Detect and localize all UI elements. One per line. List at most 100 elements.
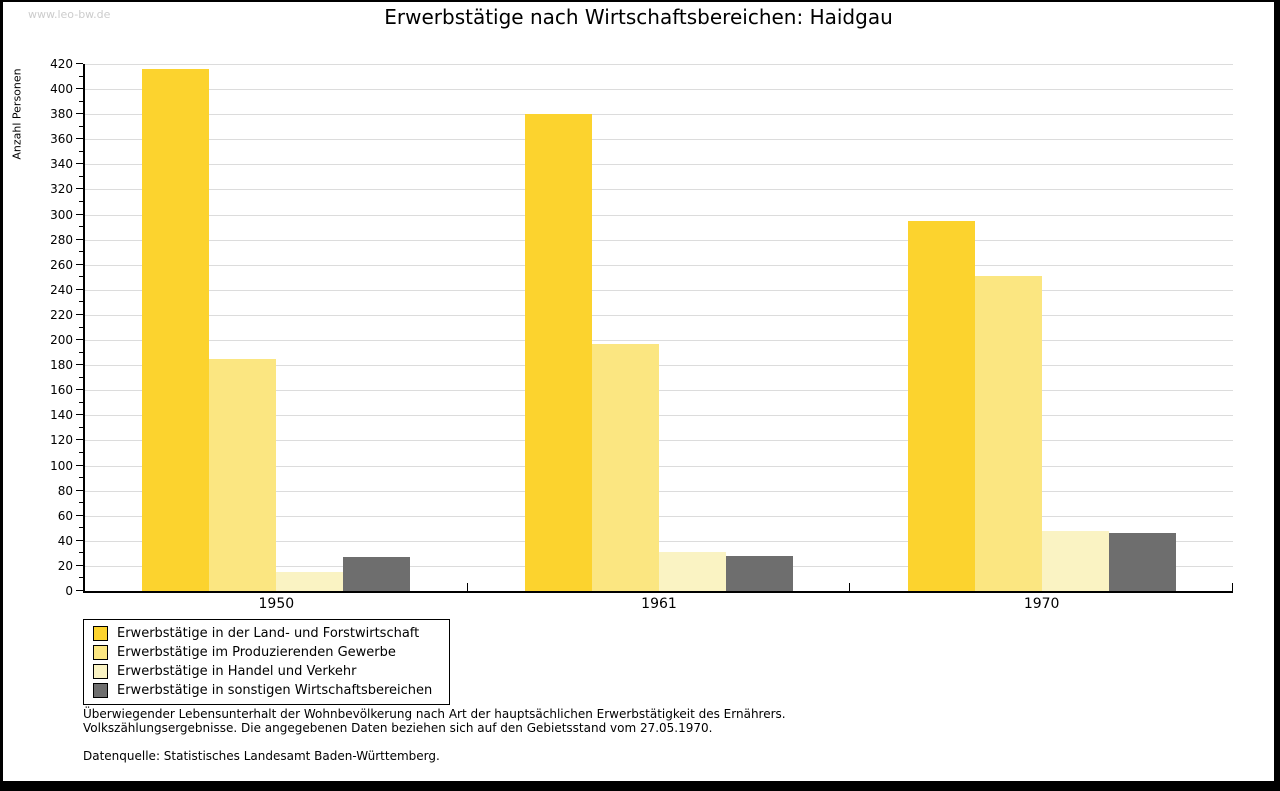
y-major-tick-180	[76, 364, 83, 366]
y-minor-tick-210	[79, 326, 83, 328]
y-tick-label-340: 340	[50, 157, 73, 172]
gridline-100	[85, 465, 1233, 467]
gridline-280	[85, 239, 1233, 241]
y-tick-label-120: 120	[50, 433, 73, 448]
y-minor-tick-270	[79, 251, 83, 253]
y-axis-title: Anzahl Personen	[10, 68, 24, 160]
y-major-tick-40	[76, 539, 83, 541]
y-minor-tick-350	[79, 150, 83, 152]
y-major-tick-360	[76, 138, 83, 140]
gridline-220	[85, 314, 1233, 316]
footnote-line-2: Volkszählungsergebnisse. Die angegebenen…	[83, 720, 713, 735]
y-tick-label-400: 400	[50, 82, 73, 97]
y-major-tick-260	[76, 263, 83, 265]
y-major-tick-300	[76, 213, 83, 215]
y-major-tick-100	[76, 464, 83, 466]
y-major-tick-0	[76, 590, 83, 591]
y-minor-tick-50	[79, 527, 83, 529]
y-major-tick-220	[76, 313, 83, 315]
bar-series2-1970	[974, 276, 1042, 591]
bar-series4-1970	[1108, 533, 1176, 591]
y-tick-label-100: 100	[50, 458, 73, 473]
y-tick-label-40: 40	[57, 533, 73, 548]
legend: Erwerbstätige in der Land- und Forstwirt…	[83, 619, 450, 705]
y-tick-label-160: 160	[50, 383, 73, 398]
bar-series4-1950	[343, 557, 411, 591]
bar-groups	[85, 64, 1233, 591]
bar-series1-1950	[142, 69, 210, 591]
gridline-60	[85, 515, 1233, 517]
y-minor-tick-90	[79, 477, 83, 479]
y-major-tick-160	[76, 389, 83, 391]
x-tick-label-1950: 1950	[258, 596, 295, 612]
bar-series3-1970	[1041, 530, 1109, 591]
y-major-tick-400	[76, 88, 83, 90]
x-separator-tick-2	[849, 583, 851, 591]
y-minor-tick-230	[79, 301, 83, 303]
x-separator-tick-3	[1232, 583, 1233, 591]
bar-series4-1961	[725, 555, 793, 591]
y-minor-tick-310	[79, 201, 83, 203]
y-minor-tick-170	[79, 376, 83, 378]
gridline-120	[85, 440, 1233, 442]
y-tick-label-200: 200	[50, 333, 73, 348]
x-separator-tick-1	[466, 583, 468, 591]
y-minor-tick-190	[79, 351, 83, 353]
x-tick-label-1970: 1970	[1023, 596, 1060, 612]
legend-item-produzierendes-gewerbe: Erwerbstätige im Produzierenden Gewerbe	[84, 643, 449, 662]
legend-label-handel-verkehr: Erwerbstätige in Handel und Verkehr	[117, 664, 357, 679]
y-tick-label-240: 240	[50, 282, 73, 297]
y-tick-label-320: 320	[50, 182, 73, 197]
footnote-description: Überwiegender Lebensunterhalt der Wohnbe…	[83, 707, 786, 735]
bar-series3-1961	[658, 552, 726, 591]
bar-group-1961	[468, 64, 851, 591]
legend-item-land-forstwirtschaft: Erwerbstätige in der Land- und Forstwirt…	[84, 624, 449, 643]
y-minor-tick-150	[79, 401, 83, 403]
y-minor-tick-250	[79, 276, 83, 278]
y-minor-tick-390	[79, 100, 83, 102]
x-axis-labels: 1950 1961 1970	[85, 596, 1233, 612]
gridline-80	[85, 490, 1233, 492]
gridline-360	[85, 139, 1233, 141]
gridline-380	[85, 114, 1233, 116]
bar-series1-1961	[524, 114, 592, 591]
gridline-240	[85, 289, 1233, 291]
bar-series3-1950	[276, 572, 344, 591]
y-tick-label-140: 140	[50, 408, 73, 423]
y-major-tick-340	[76, 163, 83, 165]
legend-label-land-forstwirtschaft: Erwerbstätige in der Land- und Forstwirt…	[117, 626, 420, 641]
plot-area: 0 20 40 60 80 100 120 140 160 180 200 220 240 260 280 3…	[50, 57, 1233, 598]
y-minor-tick-70	[79, 502, 83, 504]
legend-label-produzierendes-gewerbe: Erwerbstätige im Produzierenden Gewerbe	[117, 645, 396, 660]
y-minor-tick-410	[79, 75, 83, 77]
y-minor-tick-290	[79, 226, 83, 228]
gridline-400	[85, 89, 1233, 91]
bar-series2-1961	[591, 343, 659, 591]
gridline-320	[85, 189, 1233, 191]
y-major-tick-20	[76, 564, 83, 566]
y-tick-label-220: 220	[50, 307, 73, 322]
y-tick-label-300: 300	[50, 207, 73, 222]
y-tick-label-20: 20	[57, 558, 73, 573]
y-tick-label-60: 60	[57, 508, 73, 523]
y-major-tick-80	[76, 489, 83, 491]
gridline-340	[85, 164, 1233, 166]
legend-swatch-land-forstwirtschaft	[93, 626, 108, 641]
gridline-40	[85, 540, 1233, 542]
watermark: www.leo-bw.de	[28, 8, 111, 21]
gridline-260	[85, 264, 1233, 266]
bar-series1-1970	[907, 220, 975, 591]
y-minor-tick-370	[79, 125, 83, 127]
y-tick-label-180: 180	[50, 358, 73, 373]
y-tick-label-360: 360	[50, 132, 73, 147]
y-major-tick-320	[76, 188, 83, 190]
chart-title: Erwerbstätige nach Wirtschaftsbereichen:…	[384, 5, 893, 29]
footnote-line-1: Überwiegender Lebensunterhalt der Wohnbe…	[83, 707, 786, 721]
gridline-160	[85, 390, 1233, 392]
y-tick-label-420: 420	[50, 57, 73, 71]
x-tick-label-1961: 1961	[641, 596, 677, 612]
gridline-180	[85, 365, 1233, 367]
bar-group-1970	[850, 64, 1233, 591]
y-minor-tick-330	[79, 175, 83, 177]
bar-group-1950	[85, 64, 468, 591]
